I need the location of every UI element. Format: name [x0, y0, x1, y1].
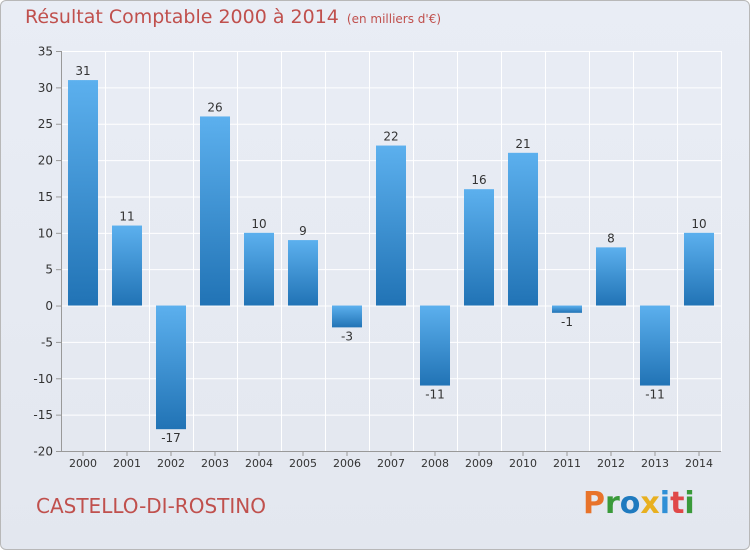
bar-value-label: 10: [251, 217, 266, 231]
x-tick-label: 2001: [113, 457, 141, 470]
bar-value-label: 8: [607, 231, 615, 245]
bar: [552, 305, 582, 313]
y-tick-label: 35: [38, 45, 53, 59]
bar-value-label: 11: [119, 210, 134, 224]
x-tick-label: 2013: [641, 457, 669, 470]
bar-value-label: 16: [471, 173, 486, 187]
logo-letter: o: [619, 486, 641, 521]
y-tick-label: -20: [33, 445, 53, 459]
x-tick-label: 2009: [465, 457, 493, 470]
bar: [332, 305, 362, 328]
logo-letter: x: [640, 486, 660, 521]
town-name: CASTELLO-DI-ROSTINO: [36, 494, 266, 518]
bar: [464, 189, 494, 306]
y-tick-label: 5: [45, 263, 53, 277]
x-tick-label: 2000: [69, 457, 97, 470]
x-tick-label: 2012: [597, 457, 625, 470]
bar-value-label: -11: [645, 388, 665, 402]
logo-letter: r: [605, 486, 620, 521]
bar: [244, 232, 274, 306]
y-tick-label: -5: [41, 335, 53, 349]
y-tick-label: 0: [45, 299, 53, 313]
bar-value-label: -17: [161, 431, 181, 445]
bar-value-label: 10: [691, 217, 706, 231]
x-tick-label: 2003: [201, 457, 229, 470]
y-tick-label: 30: [38, 81, 53, 95]
bar-value-label: -1: [561, 315, 573, 329]
x-tick-label: 2008: [421, 457, 449, 470]
chart-title: Résultat Comptable 2000 à 2014 (en millie…: [25, 6, 442, 28]
bar: [68, 80, 98, 306]
bar-value-label: 31: [75, 64, 90, 78]
x-tick-label: 2002: [157, 457, 185, 470]
bar-value-label: 21: [515, 137, 530, 151]
x-tick-label: 2010: [509, 457, 537, 470]
logo-letter: t: [670, 486, 685, 521]
bar: [156, 305, 186, 430]
bar-value-label: -11: [425, 388, 445, 402]
x-tick-label: 2006: [333, 457, 361, 470]
y-tick-label: 10: [38, 226, 53, 240]
bar: [596, 247, 626, 306]
bar-value-label: -3: [341, 329, 353, 343]
bar: [376, 145, 406, 306]
y-tick-label: 15: [38, 190, 53, 204]
bar: [200, 116, 230, 306]
bar: [684, 232, 714, 306]
x-tick-label: 2007: [377, 457, 405, 470]
y-tick-label: 25: [38, 117, 53, 131]
chart-unit: (en milliers d'€): [346, 12, 442, 26]
logo-letter: i: [684, 486, 695, 521]
bar-value-label: 22: [383, 130, 398, 144]
y-tick-label: -10: [33, 372, 53, 386]
y-tick-label: 20: [38, 154, 53, 168]
logo-letter: i: [659, 486, 671, 521]
bar: [640, 305, 670, 386]
x-tick-label: 2004: [245, 457, 273, 470]
bar: [112, 225, 142, 306]
x-tick-label: 2005: [289, 457, 317, 470]
logo-letter: P: [583, 486, 605, 521]
bar: [508, 152, 538, 306]
x-tick-label: 2014: [685, 457, 713, 470]
x-tick-label: 2011: [553, 457, 581, 470]
proxiti-logo: Proxiti: [583, 486, 695, 521]
bar-value-label: 26: [207, 100, 222, 114]
y-tick-label: -15: [33, 408, 53, 422]
bar: [288, 240, 318, 306]
bar: [420, 305, 450, 386]
bar-value-label: 9: [299, 224, 307, 238]
